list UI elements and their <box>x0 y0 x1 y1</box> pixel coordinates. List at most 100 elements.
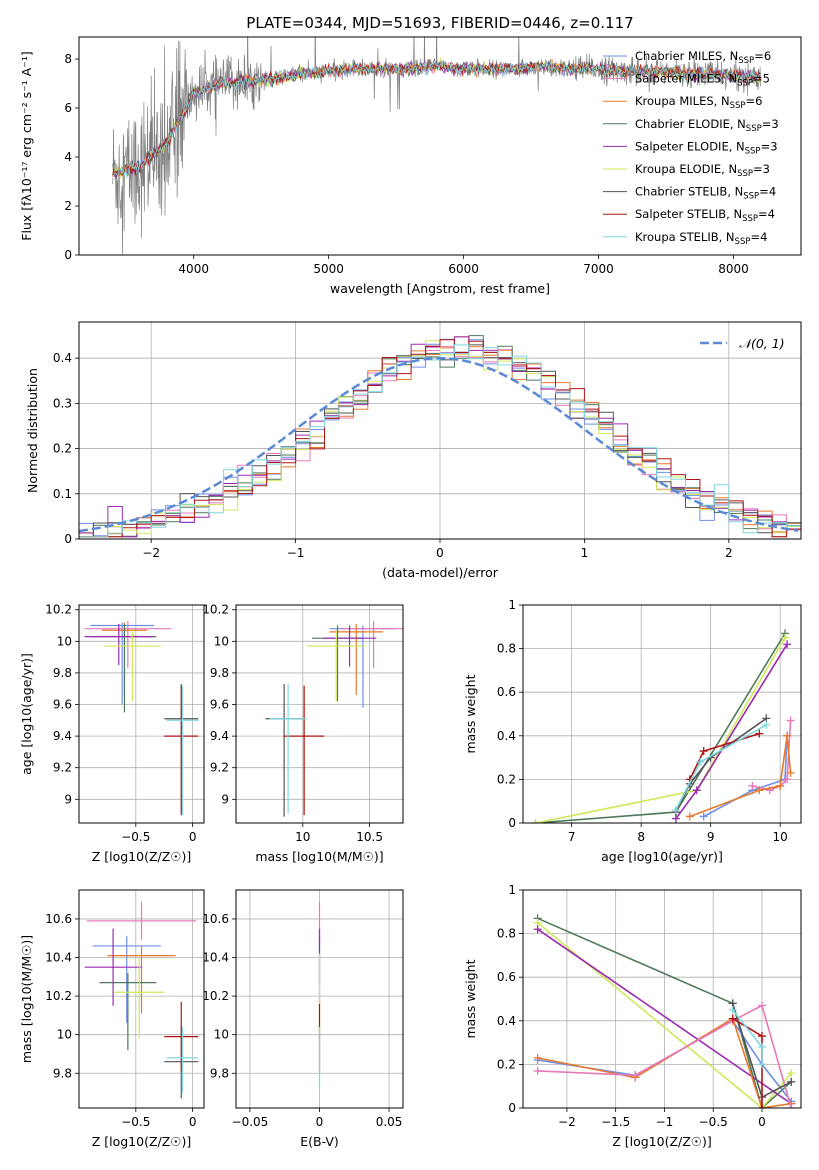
age_vs_Z-errorbar <box>104 630 161 702</box>
mass_vs_Z-errorbar <box>99 972 157 1051</box>
mass_weight_vs_age-ytick-label: 0.2 <box>497 772 516 786</box>
legend-nssp-value: 3 <box>770 139 777 153</box>
legend-nssp-sub: SSP <box>738 56 754 66</box>
mass_vs_ebv-ytick-label: 10 <box>214 1028 229 1042</box>
mass_vs_ebv-xtick-label: 0.05 <box>376 1115 403 1129</box>
mass_vs_Z-xtick-label: −0.5 <box>121 1115 150 1129</box>
mass_weight_vs_Z-point-marker <box>757 1032 766 1041</box>
spectrum-frame <box>78 36 802 256</box>
mass_vs_ebv-axes: −0.05 0 0.05 9.8 10 10.2 10.4 10.6 E(B-V) <box>202 889 404 1149</box>
legend-nssp-sub: SSP <box>737 169 753 179</box>
residuals-xtick-label: −1 <box>287 546 305 560</box>
mass_weight_vs_age-point-marker <box>783 731 792 740</box>
residuals-plot-area <box>79 335 801 538</box>
mass_weight_vs_Z-point-marker <box>533 1066 542 1075</box>
mass_weight_vs_Z-ytick-label: 0.6 <box>497 970 516 984</box>
legend-nssp-prefix: , N <box>721 72 737 86</box>
age_vs_Z-ytick-label: 9.2 <box>53 761 72 775</box>
spectrum-plot-area <box>112 37 761 255</box>
mass_weight_vs_age-point-marker <box>786 716 795 725</box>
residuals-ytick-label: 0.2 <box>53 442 72 456</box>
spectrum-xtick-label: 6000 <box>448 262 479 276</box>
spectrum-ytick-label: 8 <box>64 52 72 66</box>
mass_weight_vs_age-ytick-label: 0.8 <box>497 642 516 656</box>
legend-entry: Kroupa MILES, NSSP=6 <box>635 94 762 111</box>
mass_vs_Z-ytick-label: 9.8 <box>53 1066 72 1080</box>
mass_weight_vs_Z-ytick-label: 0.2 <box>497 1057 516 1071</box>
mass_weight_vs_Z-series-line <box>537 917 792 1108</box>
mass_vs_Z-ytick-label: 10.4 <box>45 951 72 965</box>
age_vs_Z-axes: −0.5 0 9 9.2 9.4 9.6 9.8 10 10.2 Z [log10(Z/Z☉)] a… <box>19 603 205 864</box>
legend-model-name: Kroupa STELIB <box>635 230 719 244</box>
mass_weight_vs_age-xtick-label: 10 <box>773 830 788 844</box>
mass_vs_Z-ylabel: mass [log10(M/M☉)] <box>19 935 34 1063</box>
histogram-step <box>79 339 801 538</box>
age_vs_mass-xtick-label: 10 <box>295 830 310 844</box>
legend-nssp-eq: = <box>753 162 763 176</box>
legend-nssp-prefix: , N <box>726 207 742 221</box>
mass_weight_vs_Z-point-marker <box>728 1014 737 1023</box>
mass_weight_vs_age-point-marker <box>692 786 701 795</box>
age_vs_Z-errorbar <box>84 620 172 669</box>
age_vs_mass-ytick-label: 9.4 <box>210 729 229 743</box>
mass_weight_vs_Z-point-marker <box>533 1053 542 1062</box>
spectrum-model-line <box>112 59 761 179</box>
mass_weight_vs_Z-axes: −2 −1.5 −1 −0.5 0 0 0.2 0.4 0.6 0.8 1 Z [log10(Z/Z☉… <box>463 883 802 1149</box>
mass_weight_vs_age-point-marker <box>786 768 795 777</box>
mass_weight_vs_Z-point-marker <box>787 1069 796 1078</box>
mass_vs_Z-axes: −0.5 0 9.8 10 10.2 10.4 10.6 Z [log10(Z/Z☉)] mas… <box>19 889 205 1149</box>
legend-nssp-value: 4 <box>769 185 776 199</box>
age_vs_mass-ytick-label: 9 <box>221 792 229 806</box>
age_vs_mass-ytick-label: 9.6 <box>210 698 229 712</box>
mass_weight_vs_Z-xtick-label: 0 <box>758 1115 766 1129</box>
residuals-ytick-label: 0.3 <box>53 396 72 410</box>
mass_weight_vs_age-ytick-label: 0.4 <box>497 729 516 743</box>
residuals-ytick-label: 0 <box>64 532 72 546</box>
age_vs_Z-errorbar <box>92 623 157 713</box>
legend-nssp-sub: SSP <box>730 101 746 111</box>
legend-nssp-value: 5 <box>763 72 770 86</box>
residuals-xtick-label: −2 <box>142 546 160 560</box>
residuals-xtick-label: 2 <box>725 546 733 560</box>
spectrum-xtick-label: 7000 <box>583 262 614 276</box>
age_vs_mass-frame <box>235 604 404 824</box>
mass_weight_vs_Z-series-line <box>537 928 792 1105</box>
mass_weight_vs_Z-point-marker <box>631 1071 640 1080</box>
age_vs_Z-errorbar <box>90 622 154 705</box>
mass_vs_Z-plot-area <box>84 901 199 1099</box>
mass_weight_vs_Z-ytick-label: 1 <box>508 883 516 897</box>
legend-nssp-eq: = <box>759 185 769 199</box>
age_vs_Z-ytick-label: 9.8 <box>53 666 72 680</box>
mass_weight_vs_age-plot-area <box>531 629 795 823</box>
mass_weight_vs_Z-frame <box>522 889 802 1109</box>
mass_weight_vs_Z-point-marker <box>757 1060 766 1069</box>
age_vs_mass-xtick-label: 10.5 <box>356 830 383 844</box>
legend-nssp-value: 4 <box>760 230 767 244</box>
mass_weight_vs_Z-point-marker <box>757 1042 766 1051</box>
mass_weight_vs_age-point-marker <box>755 729 764 738</box>
age_vs_mass-errorbar <box>329 623 383 696</box>
mass_weight_vs_age-point-marker <box>783 775 792 784</box>
normal-curve <box>79 356 799 533</box>
mass_weight_vs_age-axes: 7 8 9 10 0 0.2 0.4 0.6 0.8 1 age [log10(age/yr)] ma… <box>463 598 802 864</box>
mass_vs_Z-errorbar <box>84 928 142 1006</box>
legend-model-name: Salpeter STELIB <box>635 207 726 221</box>
mass_weight_vs_age-point-marker <box>685 812 694 821</box>
legend-nssp-value: 3 <box>771 117 778 131</box>
legend-nssp-eq: = <box>753 72 763 86</box>
mass_weight_vs_Z-ytick-label: 0.8 <box>497 927 516 941</box>
mass_weight_vs_Z-point-marker <box>728 1005 737 1014</box>
mass_weight_vs_age-xtick-label: 9 <box>707 830 715 844</box>
mass_vs_ebv-ytick-label: 10.6 <box>202 912 229 926</box>
histogram-step <box>79 335 801 538</box>
mass_vs_Z-errorbar <box>164 1001 199 1072</box>
legend-nssp-sub: SSP <box>735 237 751 247</box>
mass_weight_vs_age-ytick-label: 0.6 <box>497 685 516 699</box>
age_vs_Z-frame <box>78 604 205 824</box>
mass_vs_Z-ytick-label: 10.6 <box>45 912 72 926</box>
age_vs_Z-errorbar <box>84 623 153 666</box>
spectrum-ytick-label: 4 <box>64 150 72 164</box>
mass_weight_vs_Z-series-line <box>537 922 792 1108</box>
residuals-axes: −2 −1 0 1 2 0 0.1 0.2 0.3 0.4 (data-model)/error No… <box>25 321 802 580</box>
legend-entry: 𝒩(0, 1) <box>739 336 785 351</box>
